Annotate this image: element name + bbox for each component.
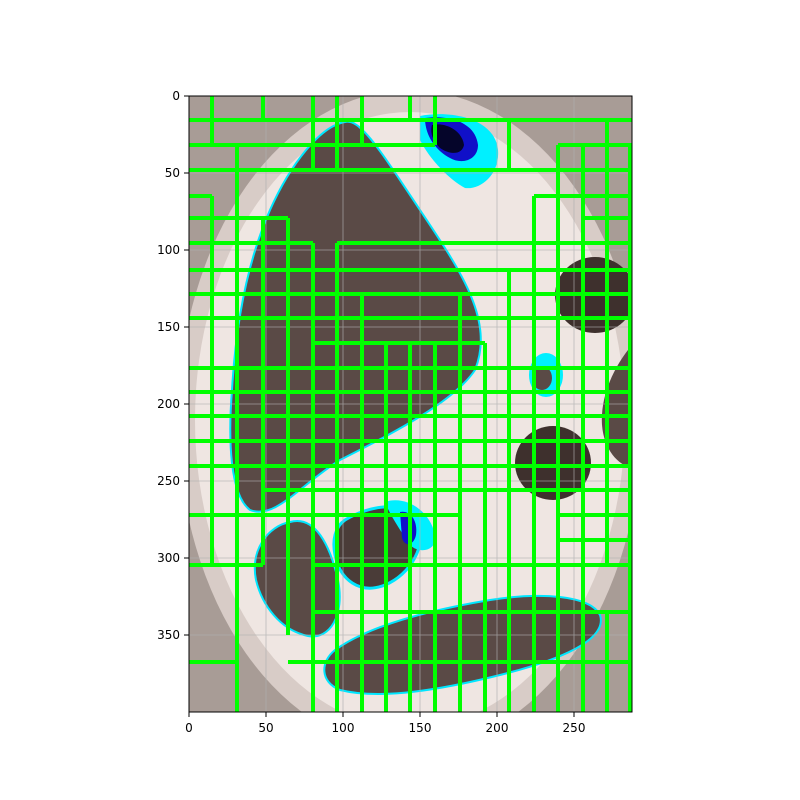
top-dark-region [431,124,464,153]
x-tick-label: 0 [185,721,193,735]
bottom-left-blob [253,519,341,638]
small-dark-dot [532,366,552,390]
x-axis: 0 50 100 150 200 250 [185,712,585,735]
y-tick-label: 150 [157,320,180,334]
right-edge-blob [601,345,632,468]
x-tick-label: 200 [486,721,509,735]
y-tick-label: 350 [157,628,180,642]
y-tick-label: 0 [172,89,180,103]
y-tick-label: 100 [157,243,180,257]
x-tick-label: 50 [258,721,273,735]
x-tick-label: 250 [563,721,586,735]
y-tick-label: 200 [157,397,180,411]
y-tick-label: 50 [165,166,180,180]
y-tick-label: 300 [157,551,180,565]
green-box-overlay [189,96,632,712]
y-tick-label: 250 [157,474,180,488]
y-axis: 0 50 100 150 200 250 300 350 [157,89,189,642]
x-tick-label: 150 [409,721,432,735]
x-tick-label: 100 [332,721,355,735]
